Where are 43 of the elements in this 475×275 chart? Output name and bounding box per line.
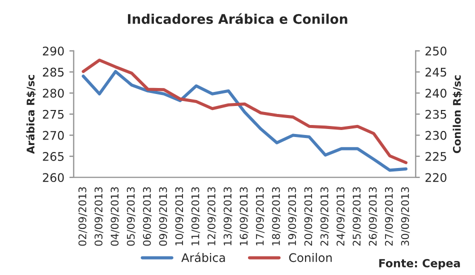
x-tick-label: 05/09/2013 [126, 187, 136, 246]
y-tick-label: 280 [42, 88, 64, 98]
x-tick-label: 16/09/2013 [240, 187, 248, 246]
x-tick-label: 20/09/2013 [304, 187, 313, 246]
y-tick-label: 260 [42, 173, 64, 182]
chart-title: Indicadores Arábica e Conilon [128, 13, 348, 24]
y-tick-label: 275 [42, 110, 64, 119]
y-tick-label: 285 [42, 68, 64, 77]
x-tick-label: 19/09/2013 [288, 187, 297, 246]
x-tick-label: 25/09/2013 [352, 187, 362, 246]
x-tick-label: 27/09/2013 [384, 187, 394, 246]
x-tick-label: 24/09/2013 [336, 187, 346, 246]
x-tick-label: 02/09/2013 [78, 187, 88, 246]
x-tick-label: 26/09/2013 [368, 187, 378, 246]
x-tick-label: 30/09/2013 [401, 187, 410, 246]
source-note: Fonte: Cepea [379, 258, 460, 270]
x-tick-label: 12/09/2013 [208, 187, 216, 246]
y2-tick-label: 220 [426, 173, 446, 182]
x-tick-label: 17/09/2013 [256, 187, 265, 246]
y2-tick-label: 225 [426, 152, 446, 161]
y2-tick-label: 230 [426, 130, 446, 140]
x-tick-label: 18/09/2013 [272, 187, 281, 246]
x-tick-label: 23/09/2013 [320, 187, 330, 246]
line-series [82, 58, 408, 164]
y-axis-title: Arábica R$/sc [26, 75, 36, 154]
y-tick-label: 265 [42, 152, 64, 161]
x-tick-label: 11/09/2013 [191, 187, 200, 246]
y2-tick-label: 250 [426, 46, 446, 56]
legend-label: Arábica [181, 252, 225, 262]
x-tick-label: 10/09/2013 [175, 187, 184, 246]
legend-label: Conilon [289, 252, 332, 262]
x-tick-label: 03/09/2013 [94, 187, 104, 246]
y2-tick-label: 245 [426, 68, 446, 77]
x-tick-label: 13/09/2013 [224, 187, 232, 246]
y2-tick-label: 235 [426, 110, 446, 119]
y2-axis-title: Conilon R$/sc [452, 75, 462, 154]
y-tick-label: 270 [42, 130, 64, 140]
y2-tick-label: 240 [426, 88, 446, 98]
x-tick-label: 06/09/2013 [142, 187, 152, 246]
x-tick-label: 04/09/2013 [110, 187, 120, 246]
line-series [82, 70, 408, 172]
x-tick-label: 09/09/2013 [159, 187, 168, 246]
y-tick-label: 290 [42, 46, 64, 56]
